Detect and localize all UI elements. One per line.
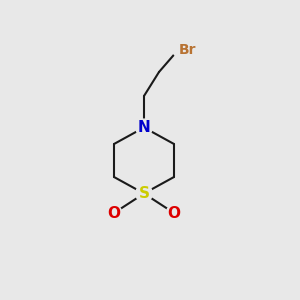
Ellipse shape bbox=[136, 185, 152, 202]
Text: O: O bbox=[107, 206, 121, 220]
Ellipse shape bbox=[106, 205, 122, 221]
Ellipse shape bbox=[166, 205, 182, 221]
Text: O: O bbox=[167, 206, 181, 220]
Text: S: S bbox=[139, 186, 149, 201]
Ellipse shape bbox=[172, 40, 197, 58]
Text: Br: Br bbox=[178, 43, 196, 56]
Ellipse shape bbox=[136, 119, 152, 136]
Text: N: N bbox=[138, 120, 150, 135]
